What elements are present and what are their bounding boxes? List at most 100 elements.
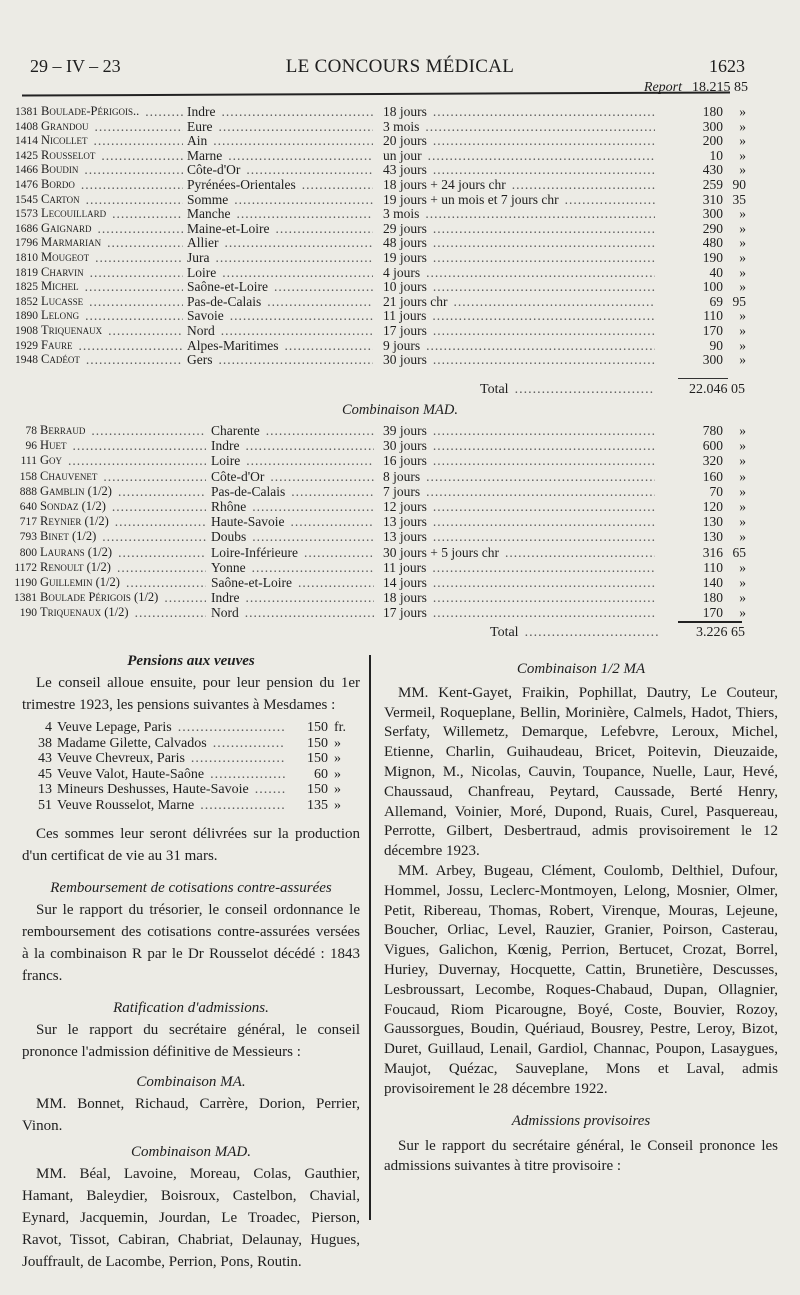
table-row: 1929Faure...............................… (0, 338, 800, 353)
table2-total: Total ..................................… (490, 625, 745, 643)
member-name-cell: Lucasse.................................… (41, 294, 183, 309)
table-row: 1408Grandou.............................… (0, 119, 800, 134)
dot-leader: ........................................… (80, 177, 183, 192)
pension-beneficiary-cell: Veuve Rousselot, Marne..................… (57, 798, 285, 814)
pension-beneficiary: Veuve Chevreux, Paris (57, 751, 185, 766)
duration: 17 jours (383, 605, 427, 621)
amount-cents: 90 (732, 177, 747, 192)
dot-leader: ........................................… (427, 147, 655, 163)
amount: 140 (702, 575, 723, 590)
duration: 13 jours (383, 514, 427, 530)
duration: 39 jours (383, 423, 427, 438)
dot-leader: ........................................… (224, 235, 374, 251)
dot-leader: ........................................… (426, 264, 655, 280)
department-cell: Manche..................................… (187, 206, 373, 221)
dot-leader: ........................................… (252, 529, 374, 545)
amount-cents: » (739, 468, 746, 484)
member-name: Bordo (41, 177, 75, 191)
department-cell: Indre...................................… (187, 104, 373, 119)
dot-leader: ........................................… (108, 323, 183, 338)
duration: 17 jours (383, 323, 427, 338)
dot-leader: ........................................… (432, 279, 655, 295)
mad-text: MM. Béal, Lavoine, Moreau, Colas, Gauthi… (22, 1166, 360, 1270)
dot-leader: ........................................… (94, 118, 183, 134)
member-name: Faure (41, 337, 73, 352)
dot-leader: ........................................… (245, 590, 374, 606)
member-name-cell: Bordo...................................… (41, 177, 183, 192)
dot-leader: ........................................… (432, 220, 655, 236)
pension-number: 4 (45, 720, 52, 735)
member-number: 1381 (14, 592, 37, 605)
dot-leader: ........................................… (97, 220, 183, 236)
member-name: Boudin (41, 162, 79, 177)
duration-cell: 3 mois..................................… (383, 206, 655, 221)
amount-cents: » (739, 235, 746, 251)
header-rule (21, 91, 731, 97)
duration-cell: 8 jours.................................… (383, 469, 655, 484)
member-name-cell: Triquenaux..............................… (41, 323, 183, 338)
member-name: Triquenaux (1/2) (40, 605, 129, 620)
amount: 180 (702, 590, 723, 606)
dot-leader: ........................................… (251, 559, 374, 575)
member-name-cell: Carton..................................… (41, 192, 183, 207)
amount: 780 (702, 423, 723, 438)
ma-text: MM. Bonnet, Richaud, Carrère, Dorion, Pe… (22, 1096, 360, 1134)
pension-unit: » (334, 751, 341, 766)
amount: 259 (702, 177, 723, 192)
member-name: Gaignard (41, 220, 92, 235)
amount: 130 (702, 529, 723, 545)
duration-cell: 14 jours................................… (383, 575, 655, 590)
dot-leader: ........................................… (426, 483, 655, 499)
department-cell: Savoie..................................… (187, 308, 373, 323)
dot-leader: ........................................… (118, 544, 206, 560)
member-name-cell: Huet....................................… (40, 438, 206, 453)
amount-cents: » (739, 147, 746, 163)
department: Doubs (211, 529, 247, 545)
dot-leader: ........................................… (91, 423, 206, 438)
dot-leader: ........................................… (222, 264, 373, 280)
ma-title: Combinaison MA. (136, 1074, 246, 1090)
total-label-cell: Total ..................................… (490, 625, 660, 640)
dot-leader: ........................................… (164, 590, 206, 606)
member-name-cell: Mougeot.................................… (41, 250, 183, 265)
department-cell: Pyrénées-Orientales.....................… (187, 177, 373, 192)
member-name: Boulade Périgois (1/2) (40, 590, 159, 605)
pension-item: 13 Mineurs Deshusses, Haute-Savoie.......… (22, 782, 360, 798)
member-number: 1381 (15, 106, 38, 118)
department-cell: Loire...................................… (211, 453, 374, 468)
department: Ain (187, 133, 208, 149)
department: Eure (187, 118, 213, 134)
pension-unit: fr. (334, 720, 347, 735)
department-cell: Somme...................................… (187, 192, 373, 207)
member-name-cell: Guillemin (1/2).........................… (40, 575, 206, 590)
member-number: 1890 (15, 310, 38, 323)
department: Rhône (211, 499, 247, 514)
amount-cents: 65 (732, 544, 747, 560)
pension-amount: 150 (307, 782, 328, 797)
duration-cell: 3 mois..................................… (383, 119, 655, 134)
amount-cents: » (739, 575, 746, 590)
member-name: Rousselot (41, 147, 96, 162)
member-name-cell: Gamblin (1/2)...........................… (40, 484, 206, 499)
table-row: 1381Boulade-Périgois....................… (0, 104, 800, 119)
member-name: Lucasse (41, 293, 84, 308)
dot-leader: ........................................… (514, 382, 655, 397)
amount-cents: 35 (732, 191, 747, 207)
pension-beneficiary: Veuve Lepage, Paris (57, 720, 172, 735)
department-cell: Gers....................................… (187, 352, 373, 367)
member-name-cell: Chauvenet...............................… (40, 469, 206, 484)
column-divider (369, 655, 371, 1220)
dot-leader: ........................................… (425, 118, 655, 134)
duration: 7 jours (383, 483, 421, 499)
department: Somme (187, 191, 229, 207)
member-number: 1948 (15, 354, 38, 367)
amount: 180 (702, 104, 723, 119)
member-name-cell: Faure...................................… (41, 338, 183, 353)
dot-leader: ........................................… (215, 250, 374, 265)
department: Indre (187, 104, 216, 119)
duration: 48 jours (383, 235, 427, 251)
dot-leader: ........................................… (290, 514, 374, 530)
dot-leader: ........................................… (95, 250, 183, 265)
table1-total: Total ..................................… (480, 382, 745, 400)
member-name-cell: Goy.....................................… (40, 453, 206, 468)
